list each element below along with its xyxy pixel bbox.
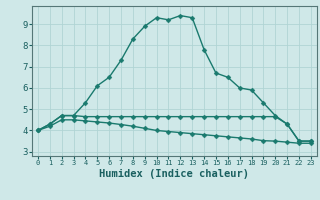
X-axis label: Humidex (Indice chaleur): Humidex (Indice chaleur) xyxy=(100,169,249,179)
